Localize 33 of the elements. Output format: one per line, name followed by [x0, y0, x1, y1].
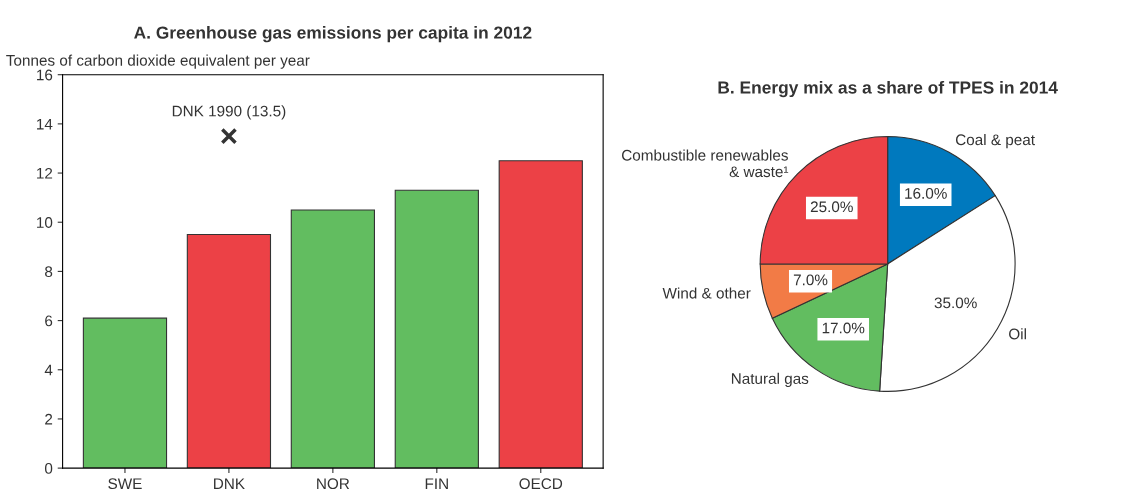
y-tick-label: 6 — [45, 315, 53, 327]
x-tick-label: DNK — [214, 478, 245, 489]
slice-label: Oil — [1009, 328, 1026, 340]
y-tick-label: 2 — [45, 413, 53, 425]
x-tick-label: SWE — [108, 478, 142, 490]
bar — [394, 189, 479, 469]
y-axis-title: Tonnes of carbon dioxide equivalent per year — [6, 54, 310, 69]
data-label: 35.0% — [934, 297, 977, 309]
x-tick-label: OECD — [519, 478, 563, 490]
x-tick-label: NOR — [317, 478, 350, 490]
slice-label: Natural gas — [731, 372, 809, 388]
bar — [498, 160, 583, 469]
x-tick-label: FIN — [425, 478, 448, 489]
y-tick-label: 16 — [37, 69, 53, 81]
y-tick-label: 8 — [45, 266, 53, 278]
y-tick-label: 4 — [44, 364, 53, 376]
slice-label: Combustible renewables & waste¹ — [621, 149, 789, 178]
slice-label: Wind & other — [662, 287, 751, 299]
data-label: 7.0% — [793, 274, 828, 286]
data-label: 25.0% — [810, 201, 853, 213]
bar — [186, 233, 272, 469]
y-tick-label: 14 — [37, 118, 53, 130]
data-label: 17.0% — [822, 322, 865, 334]
chart-title: B. Energy mix as a share of TPES in 2014 — [718, 80, 1058, 98]
slice-label: Coal & peat — [955, 133, 1035, 149]
y-tick-label: 0 — [44, 462, 53, 474]
data-label: 16.0% — [905, 187, 947, 199]
y-tick-label: 12 — [37, 167, 53, 179]
chart-title: A. Greenhouse gas emissions per capita in 2012 — [134, 26, 532, 43]
series-label: DNK 1990 (13.5) — [172, 105, 286, 120]
bar — [290, 209, 376, 469]
y-tick-label: 10 — [37, 217, 53, 228]
bar — [82, 317, 168, 469]
